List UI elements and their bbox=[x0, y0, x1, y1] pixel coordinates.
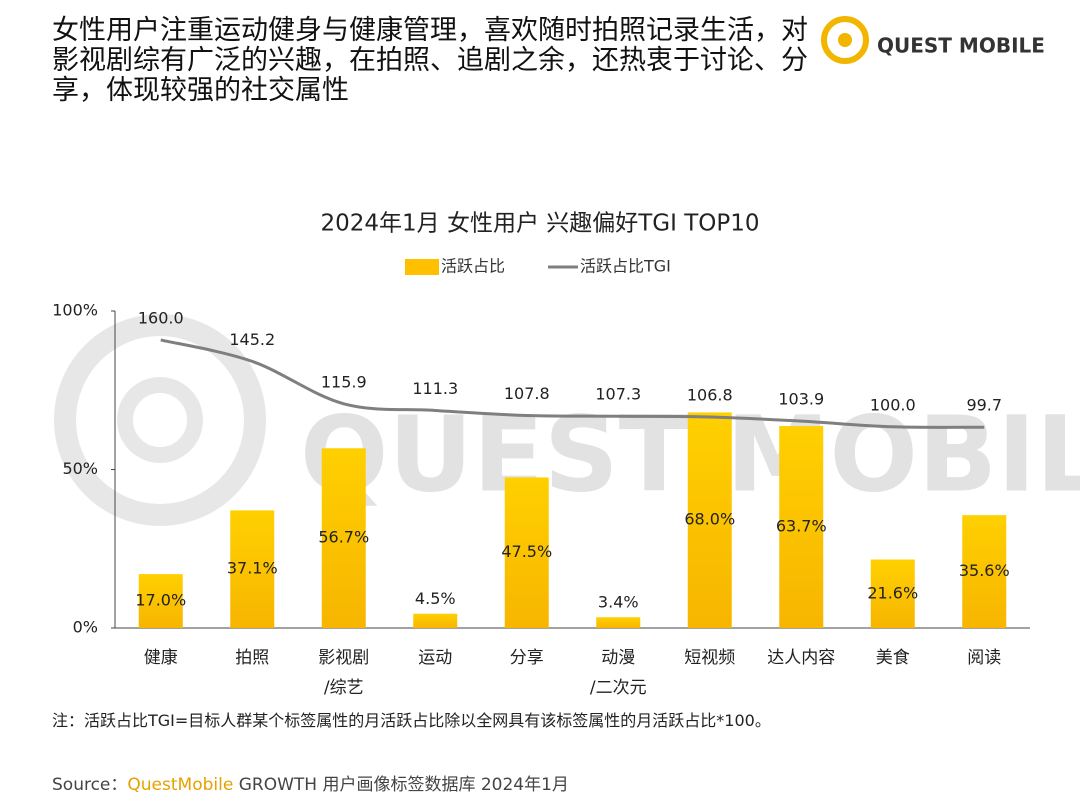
bar bbox=[962, 515, 1007, 628]
line-value-label: 111.3 bbox=[412, 379, 458, 398]
bar bbox=[504, 477, 549, 628]
x-tick-label: 动漫 /二次元 bbox=[589, 648, 647, 698]
bar bbox=[321, 448, 366, 628]
line-value-label: 103.9 bbox=[778, 390, 824, 409]
bar bbox=[596, 617, 641, 628]
bar-value-label: 47.5% bbox=[501, 542, 552, 561]
y-tick-label: 0% bbox=[73, 618, 98, 637]
x-tick-label: 阅读 bbox=[967, 648, 1002, 668]
line-value-label: 115.9 bbox=[321, 372, 367, 391]
line-value-label: 107.8 bbox=[504, 384, 550, 403]
line-value-label: 99.7 bbox=[966, 396, 1002, 415]
line-value-label: 160.0 bbox=[138, 308, 184, 327]
bar bbox=[413, 613, 458, 628]
bar bbox=[870, 559, 915, 628]
bar-value-label: 4.5% bbox=[415, 589, 456, 608]
bar-value-label: 68.0% bbox=[684, 510, 735, 529]
y-tick-label: 50% bbox=[62, 459, 98, 478]
bar-value-label: 37.1% bbox=[227, 559, 278, 578]
bar bbox=[779, 426, 824, 628]
logo-icon bbox=[821, 16, 869, 64]
x-tick-label: 影视剧 /综艺 bbox=[318, 648, 370, 698]
source: Source：QuestMobile GROWTH 用户画像标签数据库 2024… bbox=[52, 770, 569, 795]
legend-swatch bbox=[405, 259, 439, 275]
x-tick-label: 短视频 bbox=[684, 648, 736, 668]
line-value-label: 145.2 bbox=[229, 330, 275, 349]
x-tick-label: 运动 bbox=[418, 648, 453, 668]
x-tick-label: 拍照 bbox=[235, 648, 270, 668]
line-value-label: 100.0 bbox=[870, 395, 916, 414]
bar bbox=[138, 574, 183, 628]
x-tick-label: 分享 bbox=[509, 648, 544, 668]
watermark-icon bbox=[54, 314, 266, 526]
bar-value-label: 21.6% bbox=[867, 583, 918, 602]
bar-value-label: 3.4% bbox=[598, 593, 639, 612]
bar-value-label: 17.0% bbox=[135, 591, 186, 610]
page-title: 女性用户注重运动健身与健康管理，喜欢随时拍照记录生活，对影视剧综有广泛的兴趣，在… bbox=[52, 15, 808, 106]
line-value-label: 107.3 bbox=[595, 385, 641, 404]
x-tick-label: 美食 bbox=[875, 648, 910, 668]
x-tick-label: 健康 bbox=[143, 648, 178, 668]
legend-label: 活跃占比 bbox=[441, 257, 505, 276]
x-tick-label: 达人内容 bbox=[767, 648, 836, 668]
source-text: GROWTH 用户画像标签数据库 2024年1月 bbox=[238, 775, 569, 795]
bar-value-label: 35.6% bbox=[959, 561, 1010, 580]
note: 注：活跃占比TGI=目标人群某个标签属性的月活跃占比除以全网具有该标签属性的月活… bbox=[52, 711, 771, 730]
chart-title: 2024年1月 女性用户 兴趣偏好TGI TOP10 bbox=[320, 211, 759, 237]
bar bbox=[687, 412, 732, 628]
bar-value-label: 63.7% bbox=[776, 517, 827, 536]
source-label: Source： bbox=[52, 775, 128, 795]
bar bbox=[230, 510, 275, 628]
legend-label: 活跃占比TGI bbox=[580, 257, 671, 276]
y-tick-label: 100% bbox=[52, 301, 98, 320]
source-brand: QuestMobile bbox=[127, 775, 234, 795]
tgi-line bbox=[160, 338, 985, 429]
bar-value-label: 56.7% bbox=[318, 528, 369, 547]
logo-text: QUEST MOBILE bbox=[877, 34, 1045, 58]
line-value-label: 106.8 bbox=[687, 385, 733, 404]
